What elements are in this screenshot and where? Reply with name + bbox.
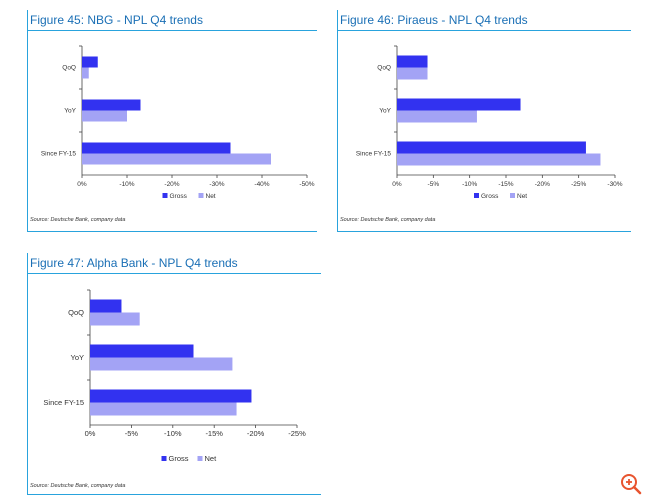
figure-panel-46: Figure 46: Piraeus - NPL Q4 trends 0% -5%…: [337, 10, 631, 232]
x-tick-label: -30%: [607, 181, 622, 188]
bar-gross: [82, 99, 141, 111]
x-tick-label: -15%: [498, 181, 513, 188]
bar-net: [82, 67, 89, 79]
panel-left-rule: [27, 253, 28, 495]
legend-label-net: Net: [517, 193, 527, 200]
bar-gross: [397, 98, 521, 111]
x-tick-label: -25%: [288, 429, 306, 438]
zoom-in-button[interactable]: [618, 472, 644, 496]
source-note: Source: Deutsche Bank, company data: [340, 217, 436, 223]
category-label: Since FY-15: [356, 151, 392, 158]
bar-gross: [90, 344, 194, 358]
x-tick-label: -25%: [571, 181, 586, 188]
bar-net: [397, 153, 601, 166]
x-tick-label: 0%: [77, 181, 87, 188]
panel-left-rule: [337, 10, 338, 232]
legend-swatch-gross: [162, 193, 168, 198]
bar-gross: [82, 142, 231, 154]
legend-swatch-gross: [161, 456, 167, 461]
chart-alpha-bank: 0% -5% -10% -15% -20% -25% QoQ YoY Since FY-15 Gr…: [43, 289, 306, 463]
legend-swatch-net: [510, 193, 515, 198]
title-rule: [27, 273, 321, 274]
x-tick-label: -10%: [164, 429, 182, 438]
x-tick-label: -10%: [119, 181, 134, 188]
bar-gross: [397, 141, 586, 154]
legend-label-gross: Gross: [169, 454, 189, 463]
x-tick-label: -15%: [205, 429, 223, 438]
category-label: Since FY-15: [43, 398, 84, 407]
bar-net: [82, 153, 271, 165]
x-tick-label: -20%: [164, 181, 179, 188]
bar-gross: [90, 389, 252, 403]
bar-net: [82, 110, 127, 122]
category-label: YoY: [71, 353, 85, 362]
category-label: QoQ: [68, 308, 84, 317]
legend-label-net: Net: [205, 454, 218, 463]
bar-net: [90, 402, 237, 416]
legend-label-gross: Gross: [481, 193, 499, 200]
figure-title: Figure 46: Piraeus - NPL Q4 trends: [340, 13, 528, 27]
title-rule: [337, 30, 631, 31]
figure-panel-45: Figure 45: NBG - NPL Q4 trends 0% -10% -20…: [27, 10, 317, 232]
legend-label-net: Net: [206, 193, 216, 200]
category-label: QoQ: [377, 65, 391, 72]
figure-title: Figure 45: NBG - NPL Q4 trends: [30, 13, 203, 27]
chart-piraeus: 0% -5% -10% -15% -20% -25% -30% QoQ YoY Since FY-…: [356, 45, 623, 200]
x-tick-label: -5%: [428, 181, 440, 188]
panel-bottom-rule: [337, 231, 631, 232]
panel-left-rule: [27, 10, 28, 232]
source-note: Source: Deutsche Bank, company data: [30, 217, 126, 223]
legend-swatch-net: [197, 456, 203, 461]
category-label: YoY: [64, 108, 76, 115]
bar-gross: [397, 55, 428, 68]
panel-bottom-rule: [27, 231, 317, 232]
x-tick-label: -20%: [247, 429, 265, 438]
x-tick-label: 0%: [85, 429, 96, 438]
legend-swatch-net: [198, 193, 204, 198]
category-label: YoY: [379, 108, 391, 115]
x-tick-label: -40%: [254, 181, 269, 188]
bar-gross: [82, 56, 98, 68]
zoom-in-icon: [621, 474, 642, 495]
bar-gross: [90, 299, 122, 313]
figure-title: Figure 47: Alpha Bank - NPL Q4 trends: [30, 256, 238, 270]
source-note: Source: Deutsche Bank, company data: [30, 483, 126, 489]
bar-net: [90, 312, 140, 326]
title-rule: [27, 30, 317, 31]
x-tick-label: -20%: [535, 181, 550, 188]
legend-label-gross: Gross: [170, 193, 188, 200]
x-tick-label: -50%: [299, 181, 314, 188]
legend-swatch-gross: [474, 193, 479, 198]
x-tick-label: 0%: [392, 181, 402, 188]
bar-net: [90, 357, 233, 371]
bar-net: [397, 110, 477, 123]
category-label: QoQ: [62, 65, 76, 72]
bar-net: [397, 67, 428, 80]
chart-nbg: 0% -10% -20% -30% -40% -50% QoQ YoY Since FY-15 G…: [41, 45, 315, 200]
panel-bottom-rule: [27, 494, 321, 495]
figure-panel-47: Figure 47: Alpha Bank - NPL Q4 trends 0%…: [27, 253, 321, 495]
category-label: Since FY-15: [41, 151, 77, 158]
x-tick-label: -30%: [209, 181, 224, 188]
x-tick-label: -10%: [462, 181, 477, 188]
x-tick-label: -5%: [125, 429, 139, 438]
